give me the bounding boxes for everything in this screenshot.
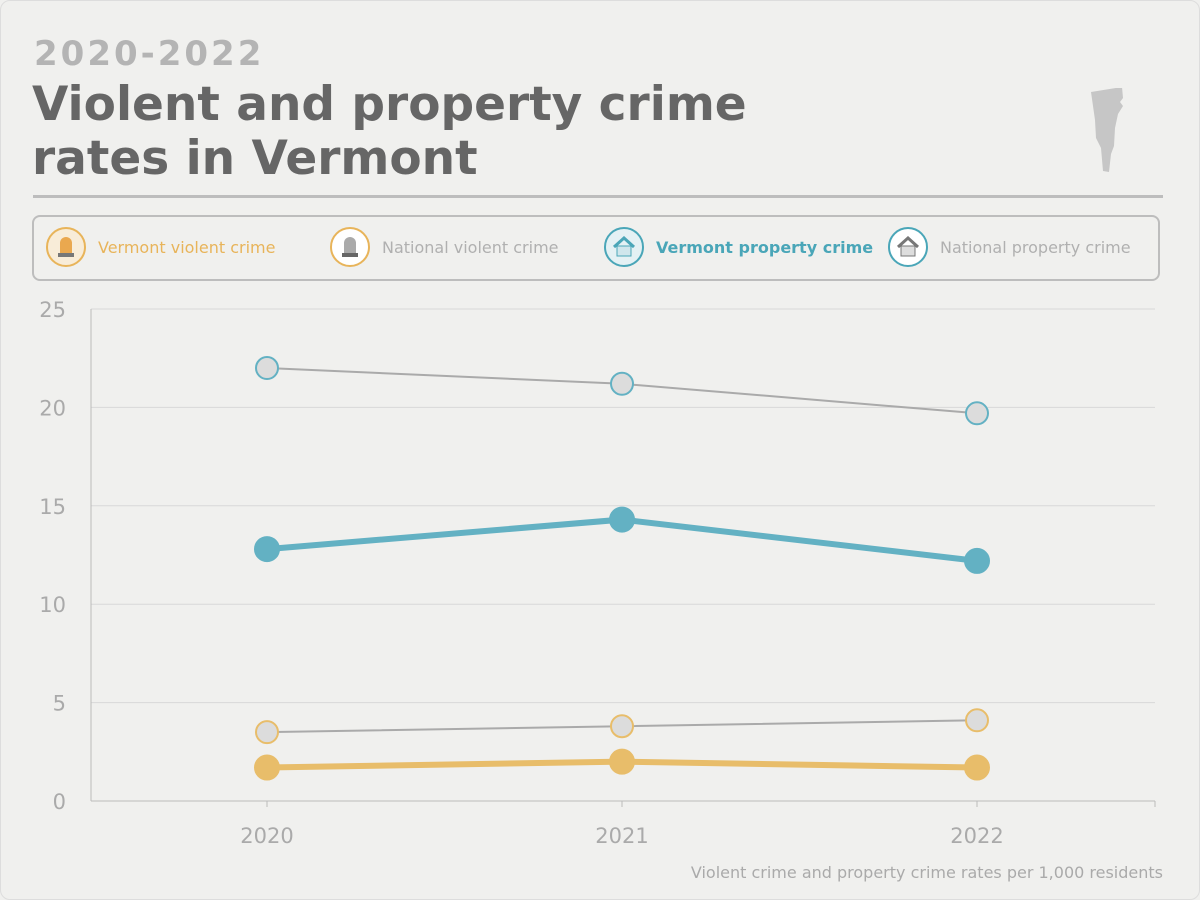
siren-icon xyxy=(330,227,370,267)
y-tick-label: 25 xyxy=(39,298,66,322)
legend-item-national-property[interactable]: National property crime xyxy=(888,227,1131,267)
legend-label: National property crime xyxy=(940,237,1131,257)
data-point xyxy=(964,754,990,781)
data-point xyxy=(610,371,634,396)
data-point xyxy=(254,754,280,781)
subtitle-years: 2020-2022 xyxy=(34,34,265,74)
data-point xyxy=(609,506,635,533)
y-tick-label: 20 xyxy=(39,396,66,420)
legend-item-national-violent[interactable]: National violent crime xyxy=(330,227,559,267)
page-title: Violent and property crime rates in Verm… xyxy=(32,78,832,186)
title-line-2: rates in Vermont xyxy=(32,131,478,186)
data-point xyxy=(255,720,279,745)
legend-label: National violent crime xyxy=(382,237,559,257)
siren-icon xyxy=(46,227,86,267)
house-icon xyxy=(888,227,928,267)
data-point xyxy=(964,547,990,574)
y-tick-label: 0 xyxy=(53,790,66,814)
legend-label: Vermont violent crime xyxy=(98,237,276,257)
data-point xyxy=(610,714,634,739)
house-icon xyxy=(604,227,644,267)
legend-label: Vermont property crime xyxy=(656,237,874,257)
vermont-map-icon xyxy=(1091,88,1123,172)
data-point xyxy=(254,536,280,563)
footnote: Violent crime and property crime rates p… xyxy=(690,863,1163,882)
x-tick-label: 2021 xyxy=(595,824,648,848)
x-tick-label: 2022 xyxy=(950,824,1003,848)
data-point xyxy=(609,748,635,775)
data-point xyxy=(255,356,279,381)
y-tick-label: 5 xyxy=(53,692,66,716)
legend: Vermont violent crime National violent c… xyxy=(32,215,1160,281)
title-divider xyxy=(33,195,1163,198)
legend-item-vermont-property[interactable]: Vermont property crime xyxy=(604,227,873,267)
x-tick-label: 2020 xyxy=(240,824,293,848)
y-tick-label: 10 xyxy=(39,593,66,617)
legend-item-vermont-violent[interactable]: Vermont violent crime xyxy=(46,227,275,267)
data-point xyxy=(965,708,989,733)
data-point xyxy=(965,401,989,426)
title-line-1: Violent and property crime xyxy=(32,77,747,132)
y-tick-label: 15 xyxy=(39,495,66,519)
